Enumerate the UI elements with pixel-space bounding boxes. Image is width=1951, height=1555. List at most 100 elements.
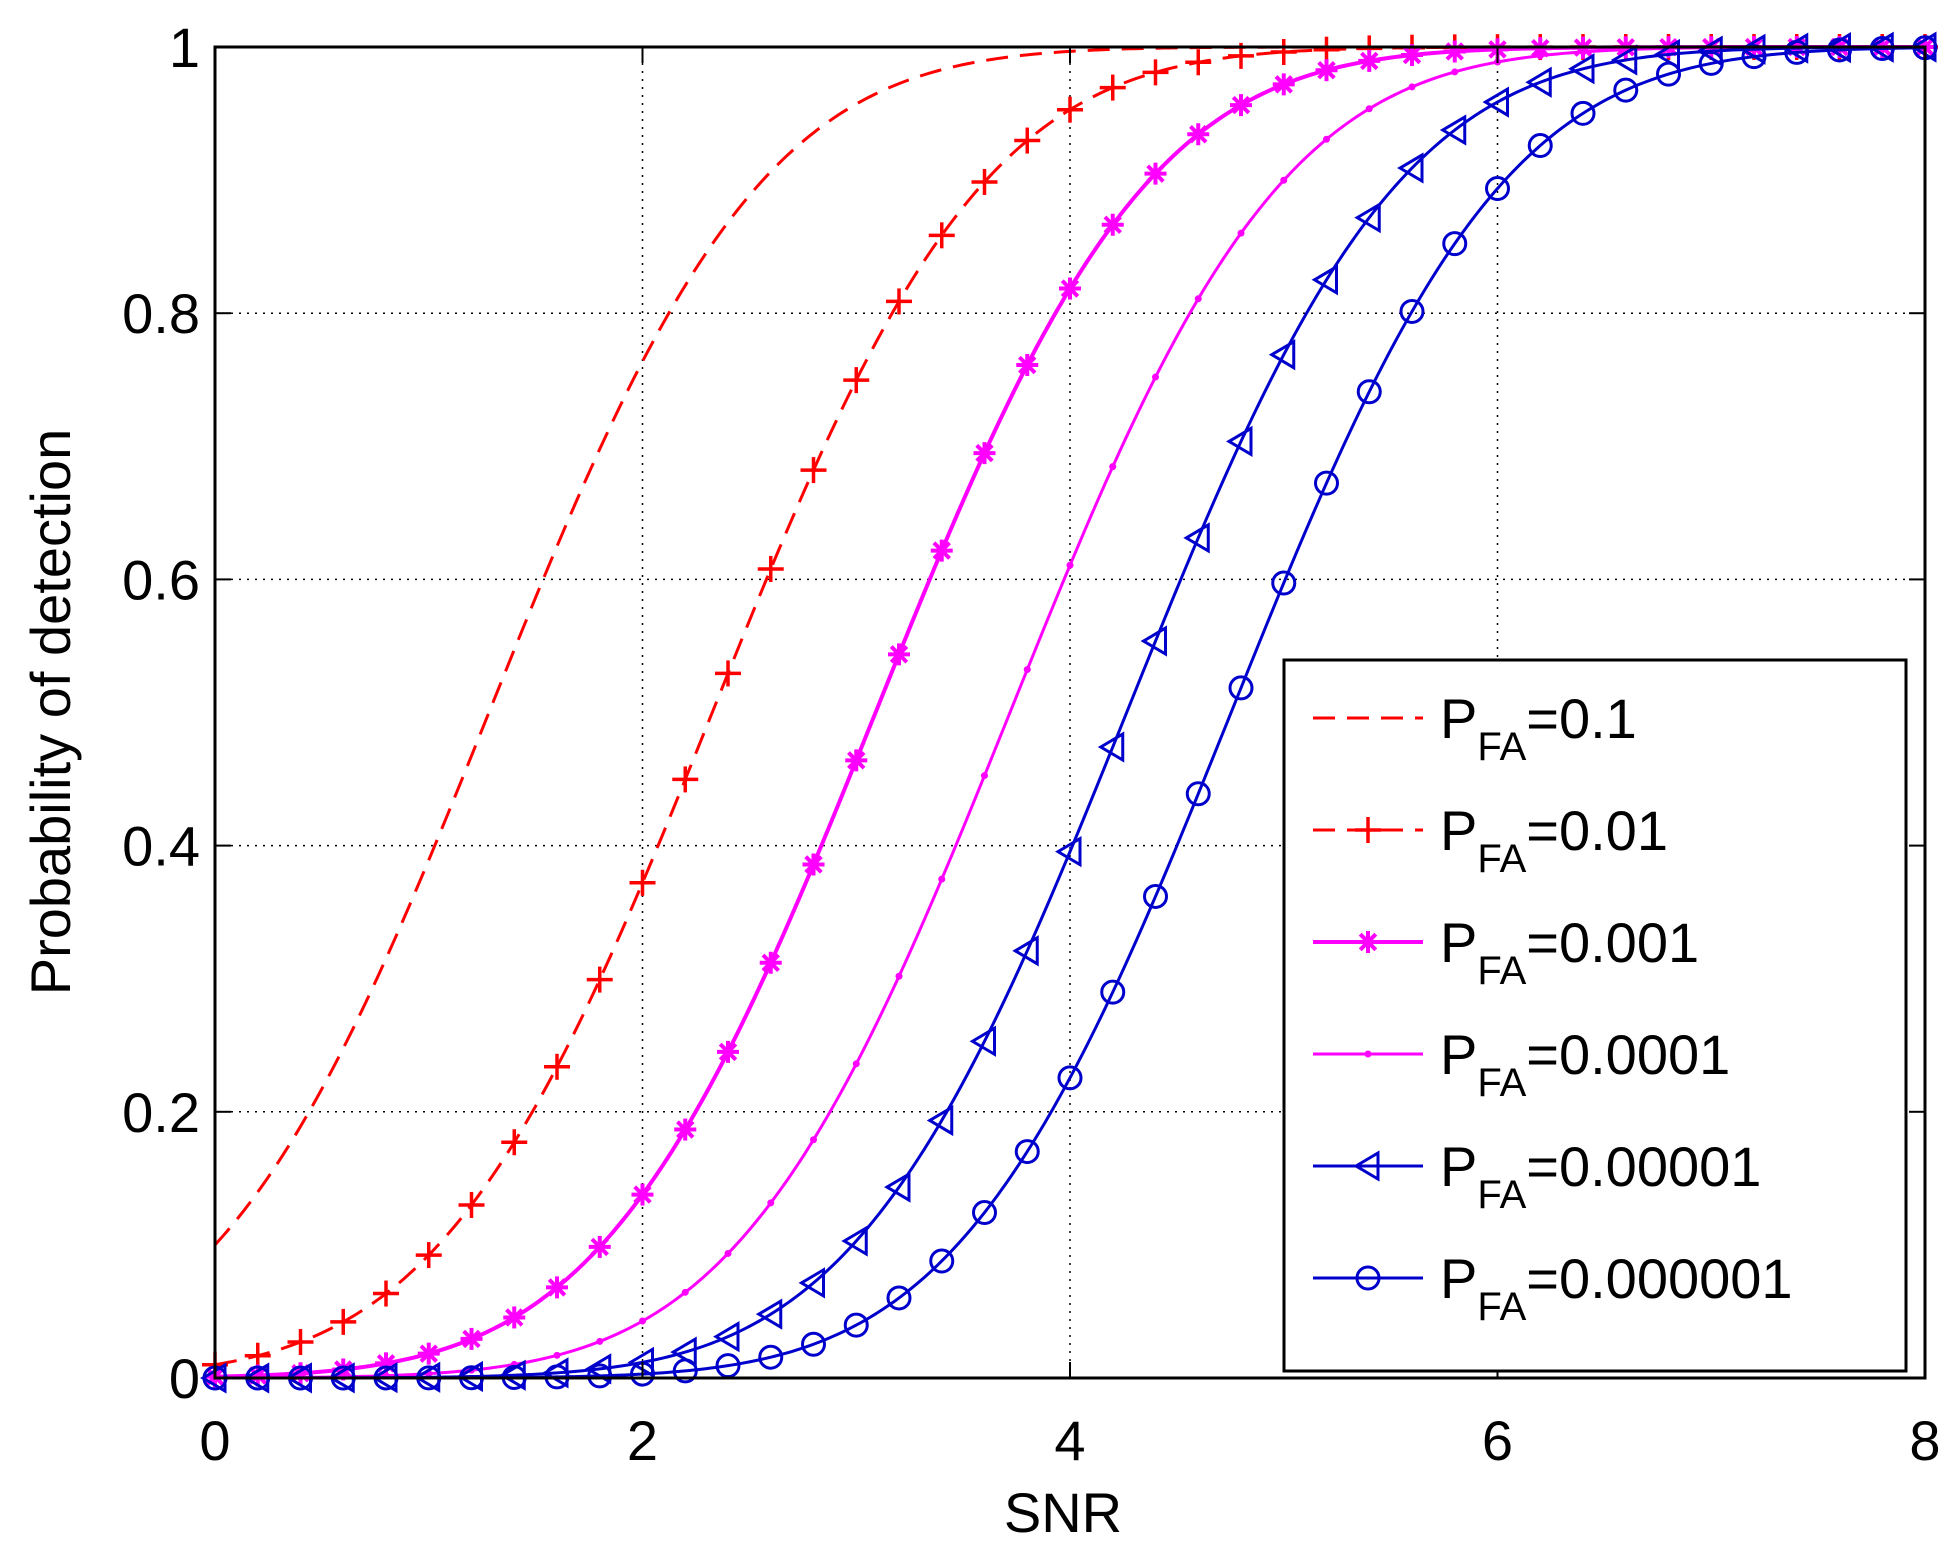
series-3-point-9: [596, 1337, 604, 1345]
series-5-point-28: [1399, 298, 1425, 324]
legend-marker-2: [1357, 931, 1379, 953]
series-4-point-22: [1140, 625, 1167, 657]
series-2-point-27: [1358, 49, 1381, 72]
series-1-point-11: [672, 766, 699, 793]
legend-label-main-3: P: [1440, 1023, 1477, 1086]
series-4-point-17: [926, 1104, 954, 1137]
legend: PFA=0.1PFA=0.01PFA=0.001PFA=0.0001PFA=0.…: [1282, 658, 1908, 1373]
series-line-4: [215, 45, 1926, 1380]
series-5-point-22: [1143, 883, 1168, 909]
series-1-point-13: [757, 555, 784, 582]
series-4-point-14: [798, 1267, 825, 1299]
legend-label-main-1: P: [1440, 799, 1477, 862]
series-5-point-9: [587, 1363, 613, 1389]
series-3-point-19: [1023, 666, 1031, 674]
series-4-point-28: [1397, 152, 1424, 184]
series-5-point-15: [843, 1312, 869, 1338]
legend-label-main-0: P: [1440, 687, 1477, 750]
series-2-point-7: [503, 1306, 526, 1329]
series-5-point-38: [1827, 37, 1852, 63]
series-3-point-20: [1066, 561, 1074, 569]
series-5-point-31: [1527, 133, 1553, 159]
series-3-point-26: [1323, 135, 1330, 143]
series-1-point-1: [244, 1342, 271, 1369]
legend-label-main-2: P: [1440, 911, 1477, 974]
series-2-point-25: [1272, 73, 1295, 96]
series-1-point-5: [415, 1242, 442, 1269]
series-1-point-26: [1313, 36, 1340, 63]
y-tick-label-5: 1: [169, 16, 200, 79]
legend-marker-4: [1353, 1150, 1380, 1182]
series-1-point-2: [287, 1329, 314, 1356]
x-tick-label-3: 6: [1482, 1409, 1513, 1472]
series-1-point-21: [1099, 74, 1126, 101]
series-1-point-23: [1185, 49, 1212, 76]
series-5-point-20: [1057, 1065, 1083, 1091]
series-2-point-6: [460, 1327, 483, 1350]
legend-label-1: PFA=0.01: [1440, 799, 1668, 881]
series-3-point-17: [938, 875, 946, 883]
series-4-point-13: [755, 1298, 783, 1330]
series-3-point-18: [981, 772, 988, 780]
series-4-point-12: [713, 1320, 740, 1353]
series-1-point-9: [586, 966, 613, 993]
series-2-point-28: [1401, 44, 1423, 67]
series-1-point-7: [501, 1129, 528, 1156]
series-5-point-24: [1228, 675, 1254, 701]
legend-label-value-3: =0.0001: [1526, 1023, 1730, 1086]
series-1-point-3: [330, 1308, 357, 1335]
series-2-point-18: [973, 442, 996, 465]
legend-label-sub-3: FA: [1477, 1061, 1526, 1105]
series-3-point-32: [1579, 48, 1587, 56]
series-4-point-24: [1226, 425, 1253, 458]
series-5-point-21: [1100, 979, 1126, 1005]
series-4-point-29: [1439, 114, 1467, 146]
series-4-point-31: [1525, 66, 1552, 98]
series-4-point-33: [1610, 44, 1638, 76]
series-5-point-39: [1869, 36, 1895, 62]
series-5-point-32: [1570, 100, 1596, 126]
series-4-point-27: [1354, 202, 1381, 234]
series-3-point-15: [852, 1060, 860, 1068]
series-5-point-14: [801, 1331, 826, 1357]
series-1-point-15: [843, 367, 870, 394]
series-4-point-25: [1268, 339, 1296, 371]
legend-label-sub-2: FA: [1477, 949, 1526, 993]
legend-label-0: PFA=0.1: [1440, 687, 1637, 769]
series-5-point-33: [1613, 77, 1639, 103]
legend-marker-1: [1355, 817, 1381, 843]
series-1-point-17: [928, 222, 955, 249]
series-3-point-21: [1109, 463, 1117, 471]
series-1-point-16: [886, 288, 912, 315]
series-5-point-35: [1698, 50, 1724, 76]
series-5-point-11: [672, 1358, 698, 1384]
legend-marker-3: [1364, 1050, 1372, 1058]
series-3-point-23: [1194, 295, 1202, 303]
series-2-point-14: [802, 853, 825, 876]
series-4-point-21: [1097, 731, 1125, 763]
tick-labels: 0 2 4 6 8 0 0.2 0.4 0.6 0.8 1: [122, 16, 1940, 1472]
legend-label-sub-0: FA: [1477, 725, 1526, 769]
y-tick-label-0: 0: [169, 1347, 200, 1410]
legend-label-value-4: =0.00001: [1526, 1135, 1761, 1198]
series-4-point-26: [1311, 264, 1338, 296]
legend-label-main-5: P: [1440, 1247, 1477, 1310]
series-3-point-28: [1408, 83, 1416, 91]
legend-label-value-5: =0.000001: [1526, 1247, 1792, 1310]
series-2-point-26: [1315, 59, 1338, 82]
series-2-point-19: [1016, 354, 1039, 377]
legend-box: [1282, 658, 1908, 1373]
series-1-point-4: [373, 1280, 399, 1307]
series-2-point-16: [888, 643, 910, 666]
series-4-point-20: [1055, 835, 1082, 868]
x-axis-title: SNR: [1004, 1481, 1122, 1544]
series-2-point-15: [845, 749, 868, 772]
series-4-point-35: [1696, 35, 1723, 67]
series-1-point-12: [715, 660, 741, 687]
y-tick-label-2: 0.4: [122, 815, 200, 878]
x-tick-label-2: 4: [1054, 1409, 1085, 1472]
series-5-point-23: [1185, 781, 1211, 807]
series-3-point-29: [1451, 68, 1459, 76]
series-2-point-17: [930, 539, 953, 562]
series-3-point-31: [1536, 52, 1544, 60]
